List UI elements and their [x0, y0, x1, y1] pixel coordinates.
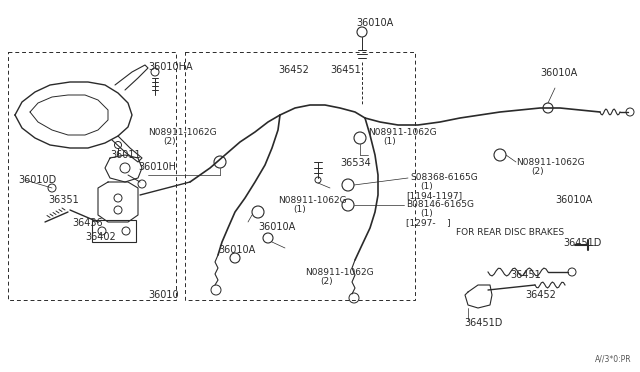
Text: N08911-1062G: N08911-1062G: [368, 128, 436, 137]
Text: N08911-1062G: N08911-1062G: [148, 128, 216, 137]
Text: FOR REAR DISC BRAKES: FOR REAR DISC BRAKES: [456, 228, 564, 237]
Text: (1): (1): [420, 209, 433, 218]
Text: (2): (2): [531, 167, 543, 176]
Text: A//3*0:PR: A//3*0:PR: [595, 355, 632, 364]
Text: 36010A: 36010A: [555, 195, 592, 205]
Text: N08911-1062G: N08911-1062G: [516, 158, 584, 167]
Text: 36010HA: 36010HA: [148, 62, 193, 72]
Text: S08368-6165G: S08368-6165G: [410, 173, 477, 182]
Text: 36451D: 36451D: [563, 238, 602, 248]
Text: B08146-6165G: B08146-6165G: [406, 200, 474, 209]
Text: [1297-    ]: [1297- ]: [406, 218, 451, 227]
Text: 36451: 36451: [510, 270, 541, 280]
Text: 36351: 36351: [48, 195, 79, 205]
Text: N08911-1062G: N08911-1062G: [305, 268, 374, 277]
Text: 36010: 36010: [148, 290, 179, 300]
Text: 36010H: 36010H: [138, 162, 176, 172]
Text: 36436: 36436: [72, 218, 102, 228]
Text: 36010A: 36010A: [356, 18, 393, 28]
Text: 36534: 36534: [340, 158, 371, 168]
Text: 36010A: 36010A: [540, 68, 577, 78]
Text: 36451D: 36451D: [464, 318, 502, 328]
Bar: [185, 52, 415, 300]
Text: 36452: 36452: [278, 65, 309, 75]
Text: 36011: 36011: [110, 150, 141, 160]
Text: 36452: 36452: [525, 290, 556, 300]
Text: N08911-1062G: N08911-1062G: [278, 196, 347, 205]
Bar: [92, 220, 136, 242]
Text: 36010A: 36010A: [258, 222, 295, 232]
Text: (2): (2): [163, 137, 175, 146]
Text: 36010D: 36010D: [18, 175, 56, 185]
Text: 36451: 36451: [330, 65, 361, 75]
Text: 36010A: 36010A: [218, 245, 255, 255]
Bar: [8, 52, 176, 300]
Text: (1): (1): [383, 137, 396, 146]
Text: (1): (1): [420, 182, 433, 191]
Text: [1194-1197]: [1194-1197]: [406, 191, 462, 200]
Text: 36402: 36402: [85, 232, 116, 242]
Text: (2): (2): [320, 277, 333, 286]
Text: (1): (1): [293, 205, 306, 214]
